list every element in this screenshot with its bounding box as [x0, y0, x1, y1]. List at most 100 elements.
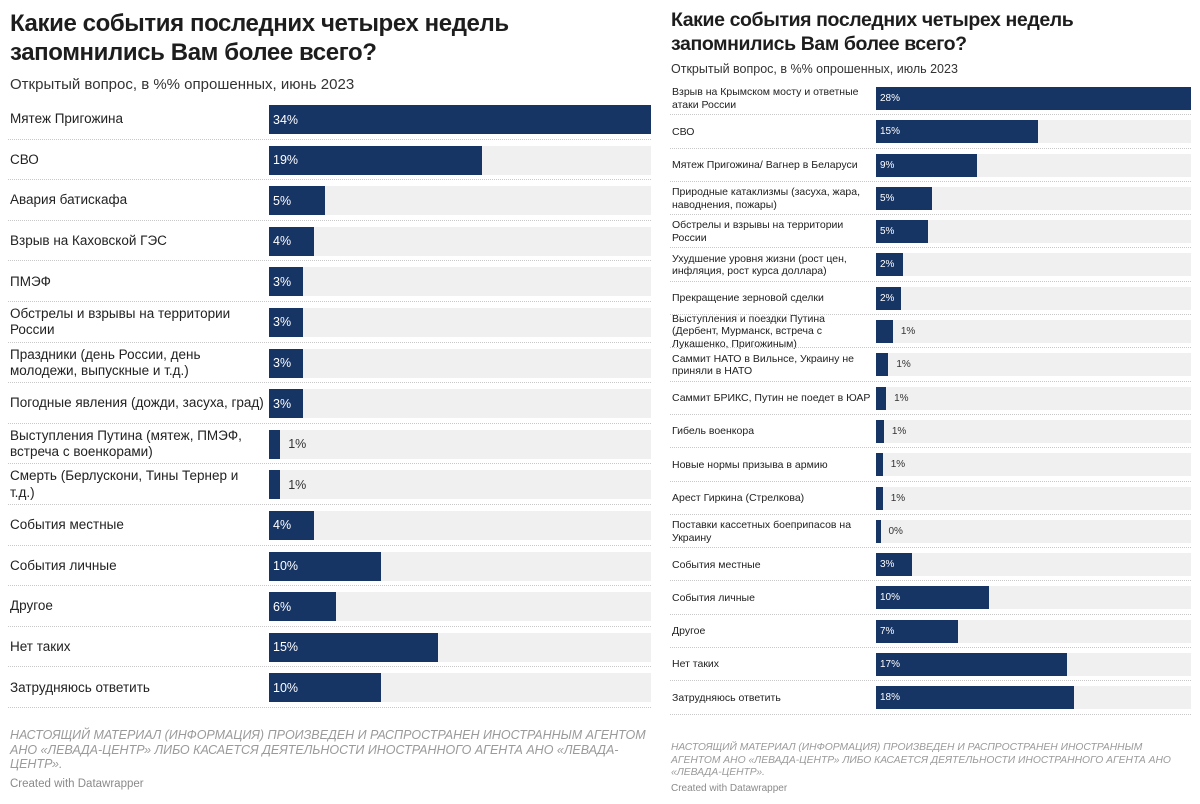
- bar-track: 2%: [876, 253, 1191, 277]
- bar-value-label: 28%: [880, 93, 901, 104]
- bar-row: Нет таких 15%: [8, 627, 651, 668]
- bar: [269, 145, 483, 175]
- bar-row: Нет таких 17%: [670, 648, 1191, 682]
- row-divider: [670, 480, 1191, 482]
- bar-track: 3%: [269, 348, 651, 378]
- bar-track: 9%: [876, 153, 1191, 177]
- bar-label: События личные: [672, 591, 755, 604]
- bar-track: 1%: [876, 453, 1191, 477]
- bar-row: Обстрелы и взрывы на территории России 5%: [670, 215, 1191, 249]
- chart-footnote: НАСТОЯЩИЙ МАТЕРИАЛ (ИНФОРМАЦИЯ) ПРОИЗВЕД…: [671, 742, 1171, 778]
- bar-track: 7%: [876, 619, 1191, 643]
- bar-row: События личные 10%: [670, 581, 1191, 615]
- row-divider: [670, 647, 1191, 649]
- bar-value-label: 1%: [900, 326, 916, 338]
- bar-label: Нет таких: [672, 658, 720, 671]
- bar-row: Взрыв на Каховской ГЭС 4%: [8, 221, 651, 262]
- bar-label: Нет таких: [10, 638, 71, 654]
- bar-row: Природные катаклизмы (засуха, жара, наво…: [670, 182, 1191, 216]
- row-divider: [670, 114, 1191, 116]
- bar: [876, 386, 887, 410]
- bar-label: Другое: [672, 625, 706, 638]
- bar: [269, 186, 326, 216]
- bar-label: События местные: [672, 558, 761, 571]
- row-divider: [670, 147, 1191, 149]
- bar: [269, 267, 303, 297]
- bar-label: Авария батискафа: [10, 192, 128, 208]
- bar-label: ПМЭФ: [10, 273, 51, 289]
- row-divider: [670, 613, 1191, 615]
- bar-label: Прекращение зерновой сделки: [672, 292, 824, 305]
- row-divider: [670, 280, 1191, 282]
- bar-label: Затрудняюсь ответить: [10, 679, 150, 695]
- bar-label: Выступления и поездки Путина (Дербент, М…: [672, 312, 826, 350]
- bar-label: Саммит БРИКС, Путин не поедет в ЮАР: [672, 392, 871, 405]
- bar-row: Другое 7%: [670, 615, 1191, 649]
- chart-title: Какие события последних четырех недель з…: [10, 10, 509, 66]
- bar-label: Взрыв на Крымском мосту и ответные атаки…: [672, 86, 859, 111]
- bar-value-label: 9%: [880, 159, 895, 171]
- bar: [876, 353, 889, 377]
- bar-label: Поставки кассетных боеприпасов на Украин…: [672, 519, 852, 544]
- bar-track: 28%: [876, 87, 1191, 110]
- bar-value-label: 3%: [273, 315, 292, 330]
- chart-july-2023: Какие события последних четырех недель з…: [664, 0, 1200, 804]
- bar-row: Погодные явления (дожди, засуха, град) 3%: [8, 383, 651, 424]
- bar-row: Затрудняюсь ответить 18%: [670, 681, 1191, 715]
- bar-value-label: 15%: [880, 126, 901, 138]
- row-divider: [8, 138, 651, 140]
- bar-rows: Взрыв на Крымском мосту и ответные атаки…: [670, 82, 1191, 715]
- bar-value-label: 3%: [273, 274, 292, 289]
- chart-credit: Created with Datawrapper: [671, 783, 788, 794]
- bar: [876, 619, 959, 643]
- bar-row: Другое 6%: [8, 586, 651, 627]
- row-divider: [670, 380, 1191, 382]
- row-divider: [8, 260, 651, 262]
- bar-value-label: 3%: [273, 356, 292, 371]
- bar-track: 10%: [269, 551, 651, 581]
- bar: [269, 226, 314, 256]
- bar-row: Арест Гиркина (Стрелкова) 1%: [670, 482, 1191, 515]
- bar: [269, 673, 382, 703]
- row-divider: [8, 585, 651, 587]
- bar-value-label: 0%: [888, 525, 903, 537]
- bar-value-label: 1%: [890, 459, 906, 471]
- bar-label: Затрудняюсь ответить: [672, 691, 781, 704]
- row-divider: [8, 503, 651, 505]
- bar-row: Гибель военкора 1%: [670, 415, 1191, 449]
- bar-track: 10%: [876, 586, 1191, 610]
- bar-value-label: 5%: [880, 192, 895, 204]
- bar-track: 17%: [876, 653, 1191, 677]
- bar-row: Праздники (день России, день молодежи, в…: [8, 343, 651, 384]
- bar-track: 1%: [876, 353, 1191, 377]
- bar-track: 1%: [269, 470, 651, 500]
- bar: [876, 553, 912, 577]
- bar: [876, 653, 1068, 677]
- bar-value-label: 1%: [288, 437, 307, 452]
- bar-label: Природные катаклизмы (засуха, жара, наво…: [672, 186, 861, 211]
- bar-track: 1%: [269, 429, 651, 459]
- bar-track: 1%: [876, 419, 1191, 443]
- chart-credit: Created with Datawrapper: [10, 778, 144, 790]
- bar-value-label: 3%: [273, 396, 292, 411]
- bar-label: Праздники (день России, день молодежи, в…: [10, 346, 201, 378]
- bar-track: 4%: [269, 510, 651, 540]
- bar: [876, 586, 989, 610]
- bar-label: СВО: [672, 125, 695, 138]
- bar-row: Прекращение зерновой сделки 2%: [670, 282, 1191, 316]
- bar: [876, 486, 883, 510]
- row-divider: [8, 463, 651, 465]
- bar-value-label: 2%: [880, 259, 895, 271]
- bar-label: События личные: [10, 557, 117, 573]
- row-divider: [8, 706, 651, 708]
- bar: [269, 105, 651, 134]
- bar-track: 10%: [269, 673, 651, 703]
- bar-value-label: 10%: [880, 592, 901, 604]
- row-divider: [8, 666, 651, 668]
- bar-value-label: 10%: [273, 680, 299, 695]
- bar-track: 2%: [876, 286, 1191, 310]
- bar: [876, 220, 928, 244]
- row-divider: [670, 447, 1191, 449]
- row-divider: [8, 544, 651, 546]
- bar-track: 3%: [269, 307, 651, 337]
